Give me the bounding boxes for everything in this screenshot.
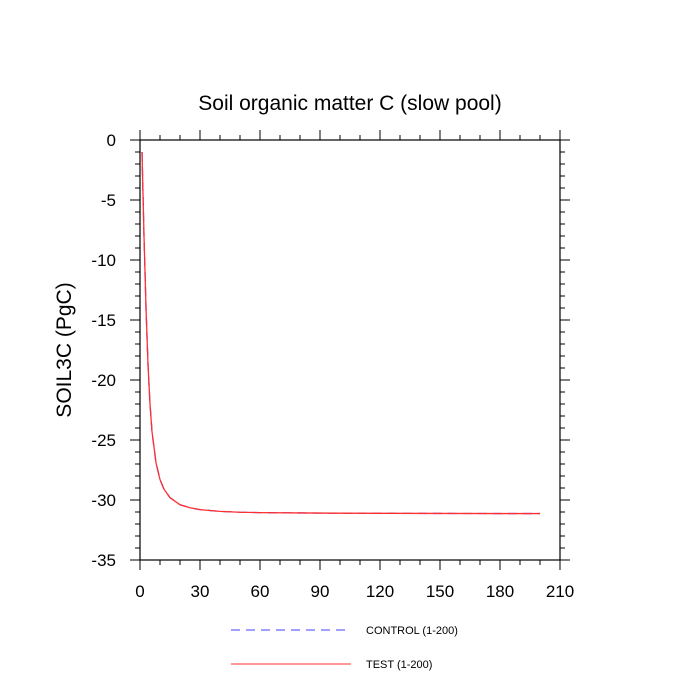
legend-label-control: CONTROL (1-200) — [366, 625, 458, 637]
axis-ticks — [130, 130, 570, 570]
y-tick-label: -10 — [91, 251, 116, 270]
x-tick-label: 30 — [191, 582, 210, 601]
series-lines — [141, 151, 540, 515]
y-tick-label: -35 — [91, 551, 116, 570]
legend: CONTROL (1-200) TEST (1-200) — [231, 625, 458, 671]
legend-label-test: TEST (1-200) — [366, 659, 432, 671]
y-tick-label: -20 — [91, 371, 116, 390]
y-axis-label: SOIL3C (PgC) — [53, 282, 76, 417]
y-tick-label: -30 — [91, 491, 116, 510]
tick-labels: 0 30 60 90 120 150 180 210 0 -5 -10 -15 -20 -25 -30 -35 — [91, 131, 574, 601]
y-tick-label: -15 — [91, 311, 116, 330]
plot-frame — [139, 139, 561, 561]
y-tick-label: -5 — [101, 191, 116, 210]
x-tick-label: 60 — [251, 582, 270, 601]
y-tick-label: 0 — [107, 131, 116, 150]
x-tick-label: 0 — [135, 582, 144, 601]
x-tick-label: 180 — [486, 582, 514, 601]
y-tick-label: -25 — [91, 431, 116, 450]
series-line-test — [141, 151, 540, 515]
x-tick-label: 150 — [426, 582, 454, 601]
x-tick-label: 210 — [546, 582, 574, 601]
series-line-control — [141, 151, 540, 515]
x-tick-label: 90 — [311, 582, 330, 601]
x-tick-label: 120 — [366, 582, 394, 601]
chart-title: Soil organic matter C (slow pool) — [198, 92, 501, 115]
